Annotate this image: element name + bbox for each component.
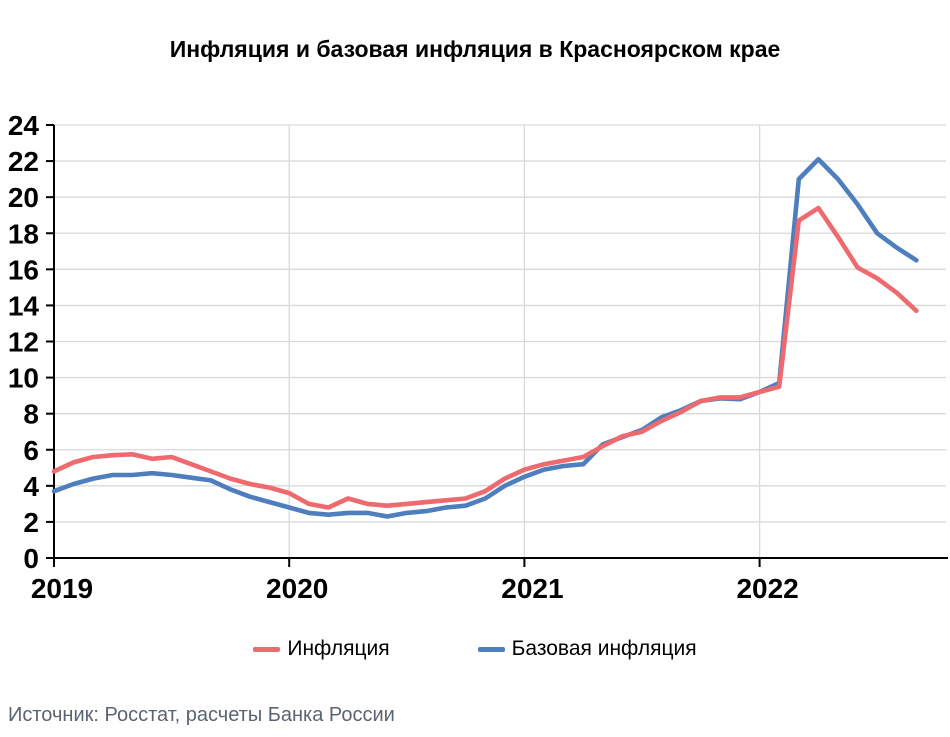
y-tick-label: 12 [8,327,39,358]
x-tick-label: 2022 [736,573,798,604]
y-tick-label: 22 [8,146,39,177]
source-note: Источник: Росстат, расчеты Банка России [8,704,395,726]
legend-item-core-inflation: Базовая инфляция [477,637,697,661]
y-tick-label: 0 [23,543,39,574]
core-inflation-line-swatch [477,646,505,652]
y-tick-label: 6 [23,435,39,466]
inflation-line [51,205,919,510]
legend-item-inflation: Инфляция [253,637,390,661]
y-tick-label: 24 [8,110,40,141]
x-tick-label: 2020 [266,573,328,604]
y-tick-label: 14 [8,290,40,321]
inflation-legend-label: Инфляция [287,637,390,660]
chart-title: Инфляция и базовая инфляция в Красноярск… [169,36,781,62]
x-tick-label: 2021 [501,573,563,604]
y-tick-label: 8 [23,399,39,430]
core-inflation-legend-label: Базовая инфляция [511,637,697,660]
y-tick-label: 16 [8,254,39,285]
x-tick-label: 2019 [31,573,93,604]
y-tick-label: 2 [23,507,39,538]
chart-legend: Инфляция Базовая инфляция [0,637,950,661]
inflation-line-swatch [253,646,281,652]
y-tick-label: 4 [23,471,39,502]
y-tick-label: 18 [8,218,39,249]
y-tick-label: 20 [8,182,39,213]
y-tick-label: 10 [8,363,39,394]
core-inflation-line [51,157,919,519]
